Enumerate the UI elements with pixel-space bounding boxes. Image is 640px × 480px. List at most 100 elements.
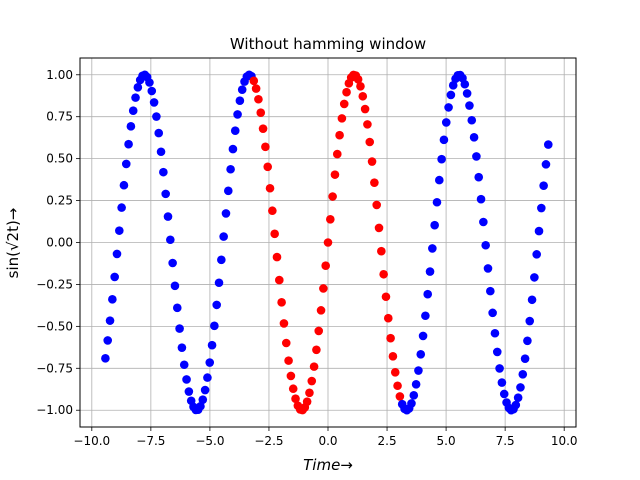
data-point: [319, 284, 328, 293]
data-point: [479, 217, 488, 227]
data-point: [112, 249, 122, 259]
data-point: [212, 300, 221, 310]
data-point: [513, 393, 523, 402]
x-tick-label: 7.5: [496, 434, 515, 448]
y-axis-ticks: −1.00 −0.75 −0.50 −0.25 0.00 0.25 0.50 0.75 1.00: [36, 68, 80, 417]
data-point: [358, 91, 368, 101]
data-point: [221, 209, 231, 218]
y-tick-label: −0.25: [36, 277, 73, 291]
data-point: [474, 172, 484, 182]
data-point: [444, 103, 453, 112]
x-tick-label: −7.5: [136, 434, 165, 448]
data-point: [147, 86, 157, 96]
data-point: [175, 324, 184, 333]
data-points: [101, 70, 553, 415]
data-point: [263, 162, 273, 172]
data-point: [543, 140, 553, 149]
data-point: [119, 180, 129, 190]
data-point: [428, 244, 437, 253]
data-point: [258, 124, 268, 133]
chart-title: Without hamming window: [230, 35, 426, 53]
data-point: [330, 170, 340, 179]
data-point: [499, 389, 509, 399]
data-point: [309, 362, 319, 371]
data-point: [316, 306, 326, 315]
data-point: [365, 137, 375, 147]
data-point: [198, 395, 208, 404]
data-point: [441, 118, 451, 127]
data-point: [383, 313, 393, 323]
data-point: [161, 189, 170, 199]
data-point: [233, 110, 242, 119]
data-point: [184, 387, 194, 396]
data-point: [277, 298, 286, 307]
data-point: [525, 316, 535, 326]
data-point: [235, 96, 245, 106]
y-tick-label: −1.00: [36, 403, 73, 417]
data-point: [432, 197, 442, 207]
y-tick-label: 0.50: [46, 152, 73, 166]
data-point: [133, 83, 143, 92]
data-point: [288, 384, 298, 394]
data-point: [272, 252, 282, 262]
data-point: [425, 267, 435, 276]
data-point: [203, 373, 212, 382]
data-point: [323, 238, 333, 247]
x-axis-ticks: −10.0 −7.5 −5.0 −2.5 0.0 2.5 5.0 7.5 10.0: [73, 427, 578, 448]
data-point: [467, 115, 477, 125]
y-tick-label: 0.25: [46, 194, 73, 208]
data-point: [117, 203, 126, 212]
y-tick-label: 0.75: [46, 110, 73, 124]
data-point: [219, 232, 228, 241]
data-point: [279, 319, 289, 328]
data-point: [390, 367, 400, 377]
data-point: [217, 255, 226, 265]
data-point: [532, 250, 541, 259]
data-point: [534, 226, 544, 236]
data-point: [156, 147, 166, 157]
data-point: [486, 286, 495, 296]
data-point: [286, 371, 296, 381]
data-point: [230, 126, 240, 136]
data-point: [307, 376, 317, 386]
data-point: [314, 326, 324, 336]
data-point: [356, 82, 365, 91]
data-point: [110, 272, 119, 282]
data-point: [275, 275, 284, 285]
data-point: [265, 183, 275, 193]
data-point: [439, 135, 449, 145]
data-point: [483, 264, 493, 273]
data-point: [488, 308, 497, 318]
data-point: [105, 316, 115, 325]
data-point: [527, 295, 537, 305]
data-point: [131, 93, 140, 102]
data-point: [430, 220, 439, 230]
data-point: [411, 379, 421, 389]
data-point: [481, 240, 490, 250]
data-point: [251, 84, 261, 93]
data-point: [414, 366, 423, 375]
data-point: [388, 352, 398, 361]
data-point: [462, 89, 472, 98]
data-point: [254, 94, 263, 104]
data-point: [490, 328, 500, 338]
x-tick-label: −2.5: [254, 434, 283, 448]
data-point: [409, 391, 419, 400]
data-point: [326, 214, 335, 224]
data-point: [363, 120, 372, 129]
data-point: [228, 144, 238, 154]
y-tick-label: 0.00: [46, 236, 73, 250]
data-point: [407, 399, 416, 408]
data-point: [177, 343, 187, 352]
data-point: [353, 75, 363, 84]
data-point: [530, 273, 539, 282]
data-point: [448, 81, 458, 90]
data-point: [302, 397, 312, 406]
data-point: [377, 246, 386, 256]
data-point: [223, 186, 233, 196]
data-point: [539, 181, 548, 190]
data-point: [418, 331, 428, 341]
data-point: [172, 303, 182, 313]
data-point: [423, 289, 433, 299]
data-point: [435, 175, 444, 185]
